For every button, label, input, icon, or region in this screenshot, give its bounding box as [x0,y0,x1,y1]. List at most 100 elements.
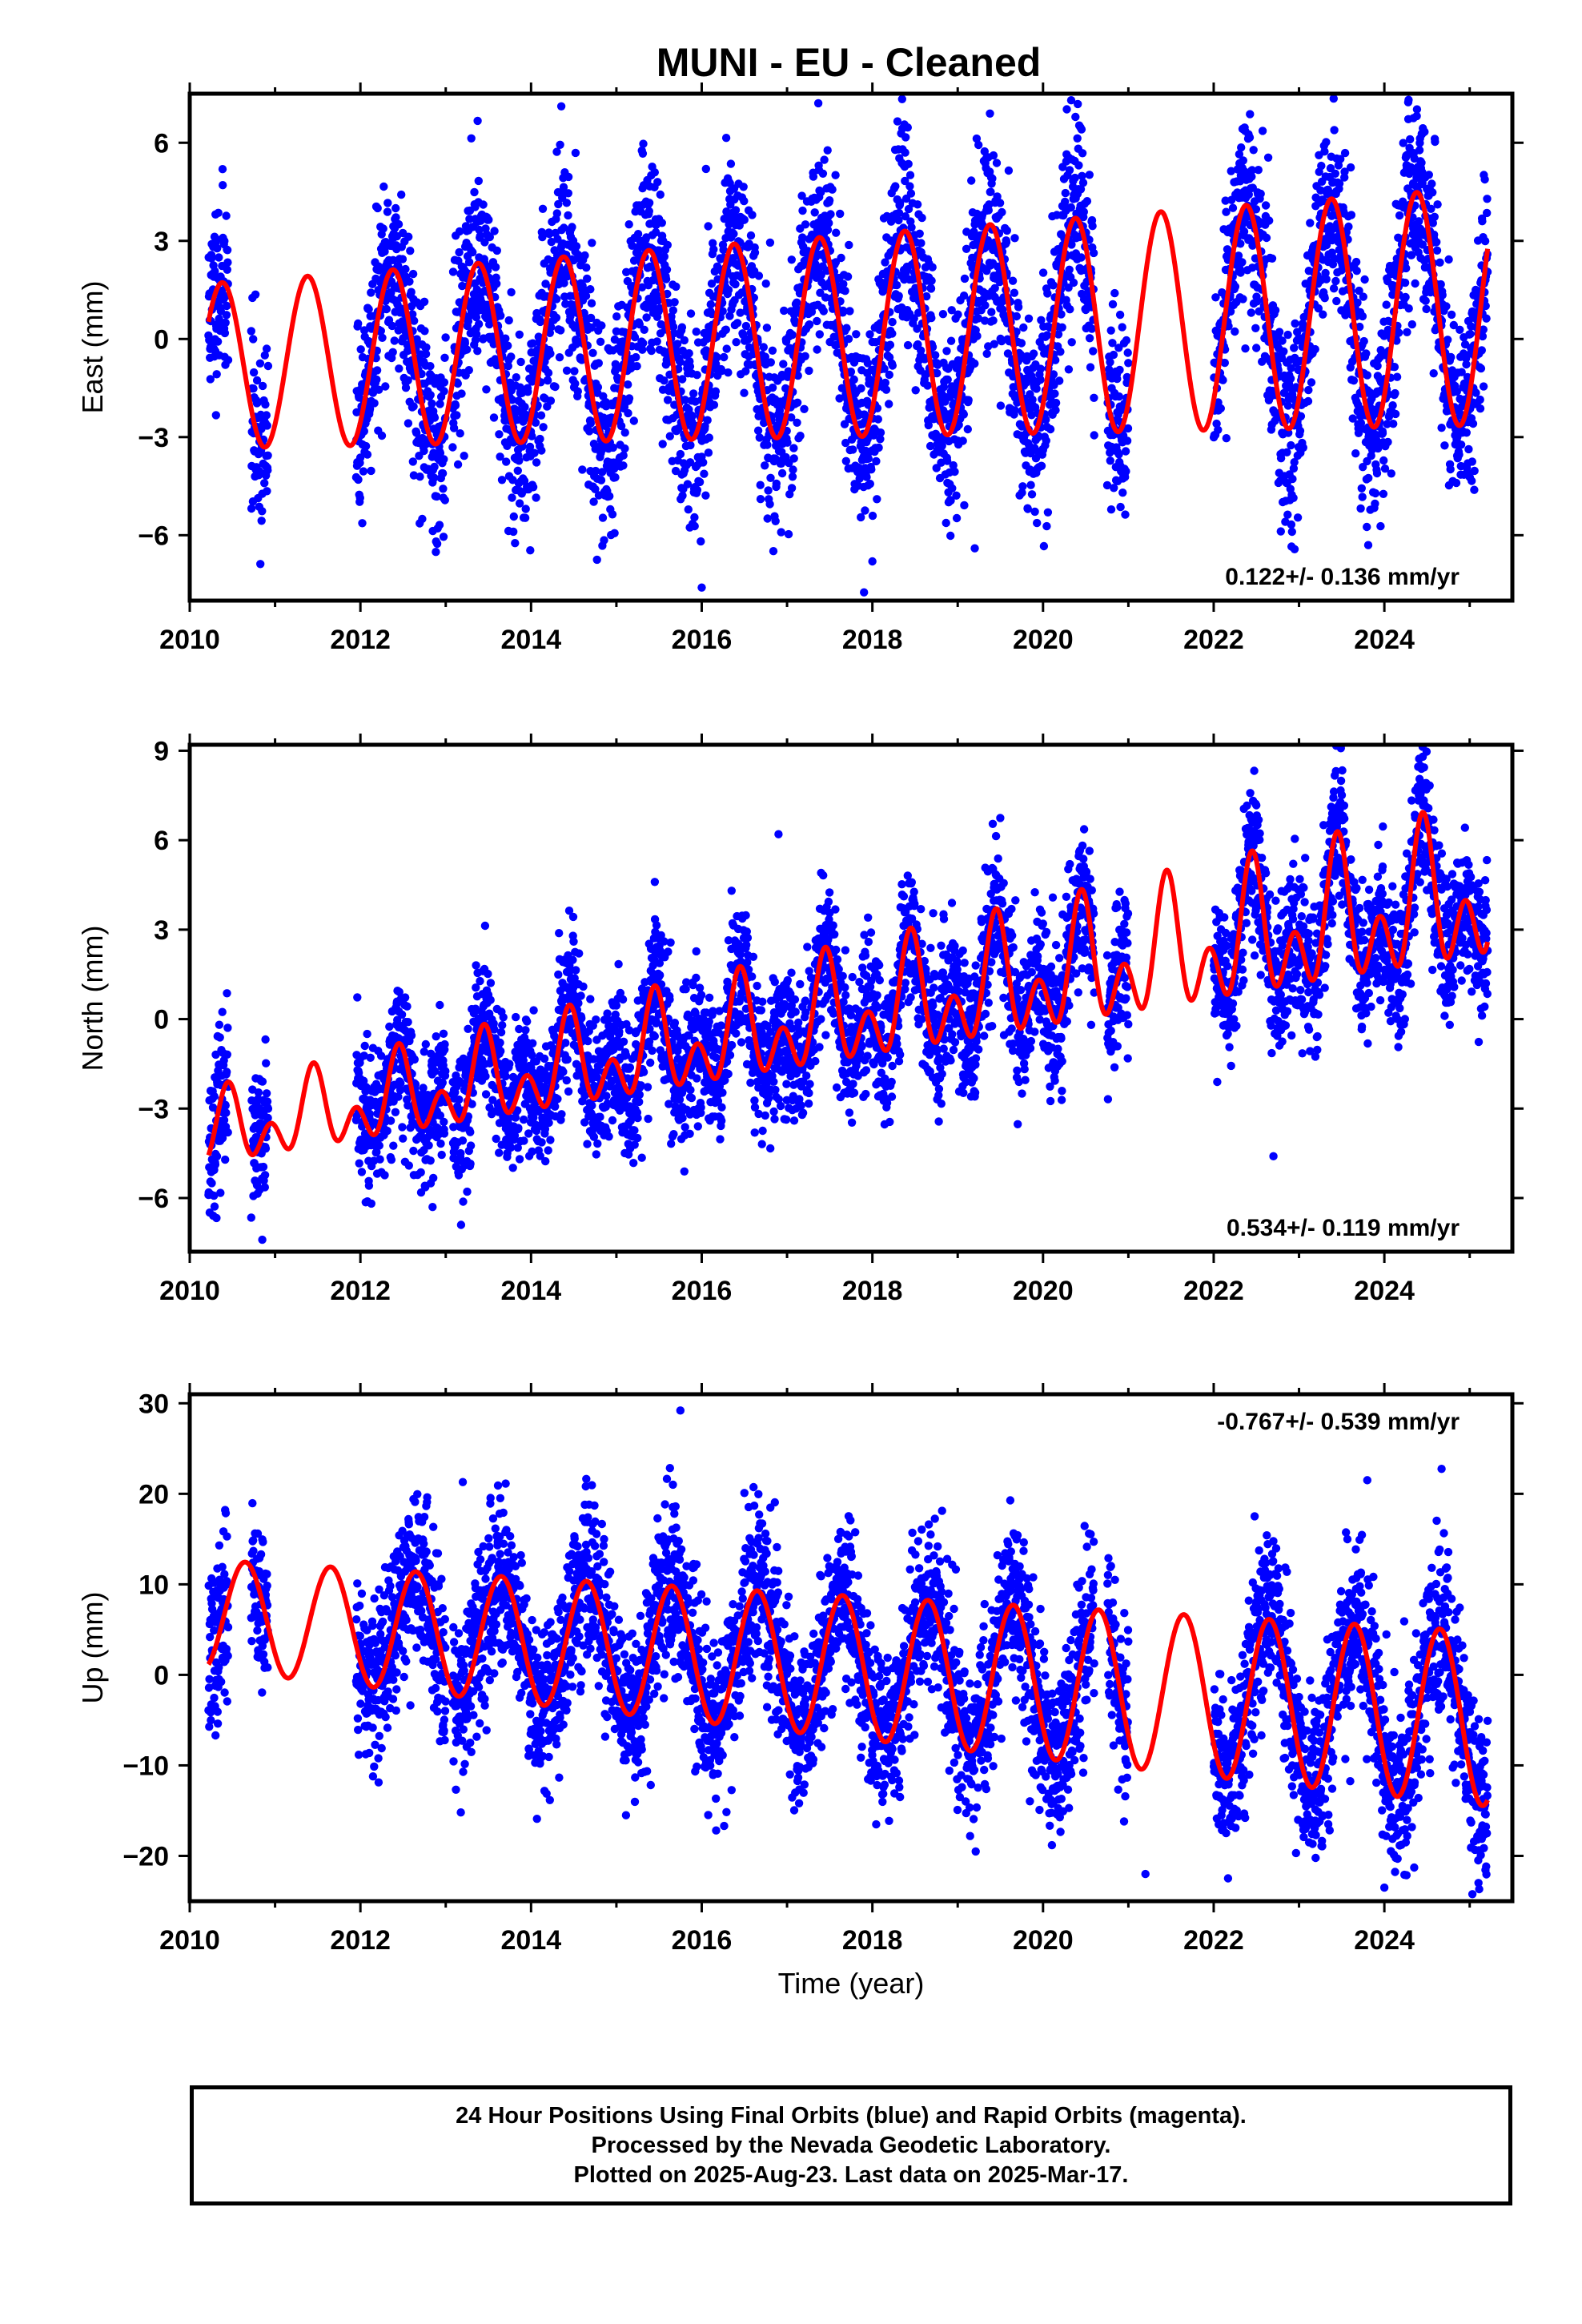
data-point [1464,444,1473,454]
data-point [263,451,272,460]
data-point [223,1128,232,1137]
data-point [1241,344,1250,353]
data-point [1078,149,1087,158]
data-point [440,378,449,387]
data-point [426,362,435,371]
data-point [251,290,260,299]
data-point [260,479,269,488]
data-point [756,480,765,489]
data-point [1283,448,1291,456]
data-point [354,475,363,485]
data-point [952,491,961,500]
data-point [779,360,788,368]
data-point [521,505,530,513]
data-point [793,371,802,380]
data-point [873,495,881,504]
data-point [249,368,259,377]
data-point [1415,217,1423,226]
data-point [1124,359,1133,368]
data-point [1024,314,1034,323]
data-point [927,313,936,323]
data-point [387,1156,396,1164]
data-point [1362,349,1371,358]
data-point [397,1010,407,1019]
north-points [204,745,1492,1244]
data-point [1390,363,1399,372]
data-point [950,467,959,476]
data-point [247,327,255,336]
data-point [490,227,499,235]
data-point [1466,329,1475,339]
data-point [453,379,462,388]
data-point [554,199,563,209]
data-point [1286,374,1295,383]
data-point [539,423,548,432]
data-point [874,443,883,452]
outlier-point [868,557,877,566]
data-point [580,251,589,260]
data-point [973,332,982,340]
data-point [383,199,392,207]
data-point [670,298,679,307]
data-point [826,210,835,219]
y-tick-label: 3 [154,227,169,257]
data-point [928,263,937,271]
data-point [650,168,659,177]
data-point [1320,294,1329,303]
data-point [1033,518,1042,528]
data-point [1228,203,1238,212]
data-point [1470,485,1479,494]
data-point [1231,327,1239,336]
data-point [412,428,421,437]
data-point [841,438,850,448]
data-point [638,345,647,354]
data-point [793,398,802,407]
east-points [204,94,1492,597]
data-point [263,1104,273,1113]
data-point [1027,490,1037,499]
data-point [367,466,375,476]
data-point [989,316,998,325]
data-point [608,443,617,452]
data-point [570,367,579,376]
data-point [524,388,532,396]
data-point [364,304,373,314]
data-point [852,330,861,339]
data-point [652,337,661,346]
data-point [263,1113,272,1123]
data-point [1258,127,1267,135]
data-point [917,346,926,355]
data-point [693,485,702,495]
data-point [1395,328,1403,337]
data-point [768,346,777,355]
data-point [1344,222,1353,231]
data-point [600,536,608,545]
data-point [365,404,375,413]
data-point [353,993,362,1002]
data-point [963,424,973,434]
data-point [465,215,474,223]
data-point [775,406,785,415]
data-point [1042,521,1051,531]
data-point [740,196,749,206]
data-point [376,327,385,336]
data-point [841,287,849,296]
figure-title: MUNI - EU - Cleaned [656,40,1042,85]
data-point [578,465,587,474]
data-point [1106,326,1115,335]
data-point [543,376,552,385]
data-point [213,337,223,346]
data-point [740,215,749,224]
data-point [211,1160,220,1169]
data-point [665,432,674,440]
data-point [261,1144,271,1153]
data-point [988,174,997,183]
data-point [1069,278,1078,287]
data-point [765,500,774,509]
data-point [546,349,555,358]
data-point [213,243,222,253]
data-point [1064,365,1074,374]
data-point [495,430,504,439]
data-point [1082,197,1092,206]
data-point [1468,457,1477,466]
